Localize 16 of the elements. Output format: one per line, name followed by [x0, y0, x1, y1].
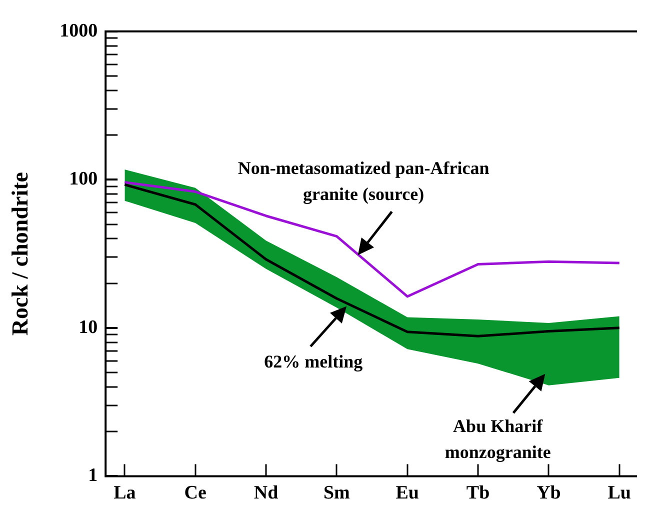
- x-tick-label: Lu: [608, 482, 632, 504]
- y-tick-label: 1000: [60, 20, 98, 42]
- y-tick-label: 1: [88, 465, 98, 486]
- y-tick-label: 100: [69, 168, 98, 190]
- annotation: 62% melting: [264, 352, 363, 372]
- x-tick-label: Eu: [396, 482, 420, 504]
- x-tick-label: Ce: [184, 482, 206, 504]
- x-tick-label: Tb: [466, 482, 490, 504]
- y-axis-title: Rock / chondrite: [8, 172, 33, 336]
- annotation: Non-metasomatized pan-African granite (source): [238, 158, 490, 204]
- x-tick-label: Sm: [323, 482, 350, 504]
- annotation: Abu Kharif monzogranite: [444, 416, 551, 462]
- x-tick-label: Nd: [254, 482, 279, 504]
- x-tick-label: Yb: [536, 482, 561, 504]
- x-tick-label: La: [114, 482, 136, 504]
- y-tick-label: 10: [78, 316, 98, 338]
